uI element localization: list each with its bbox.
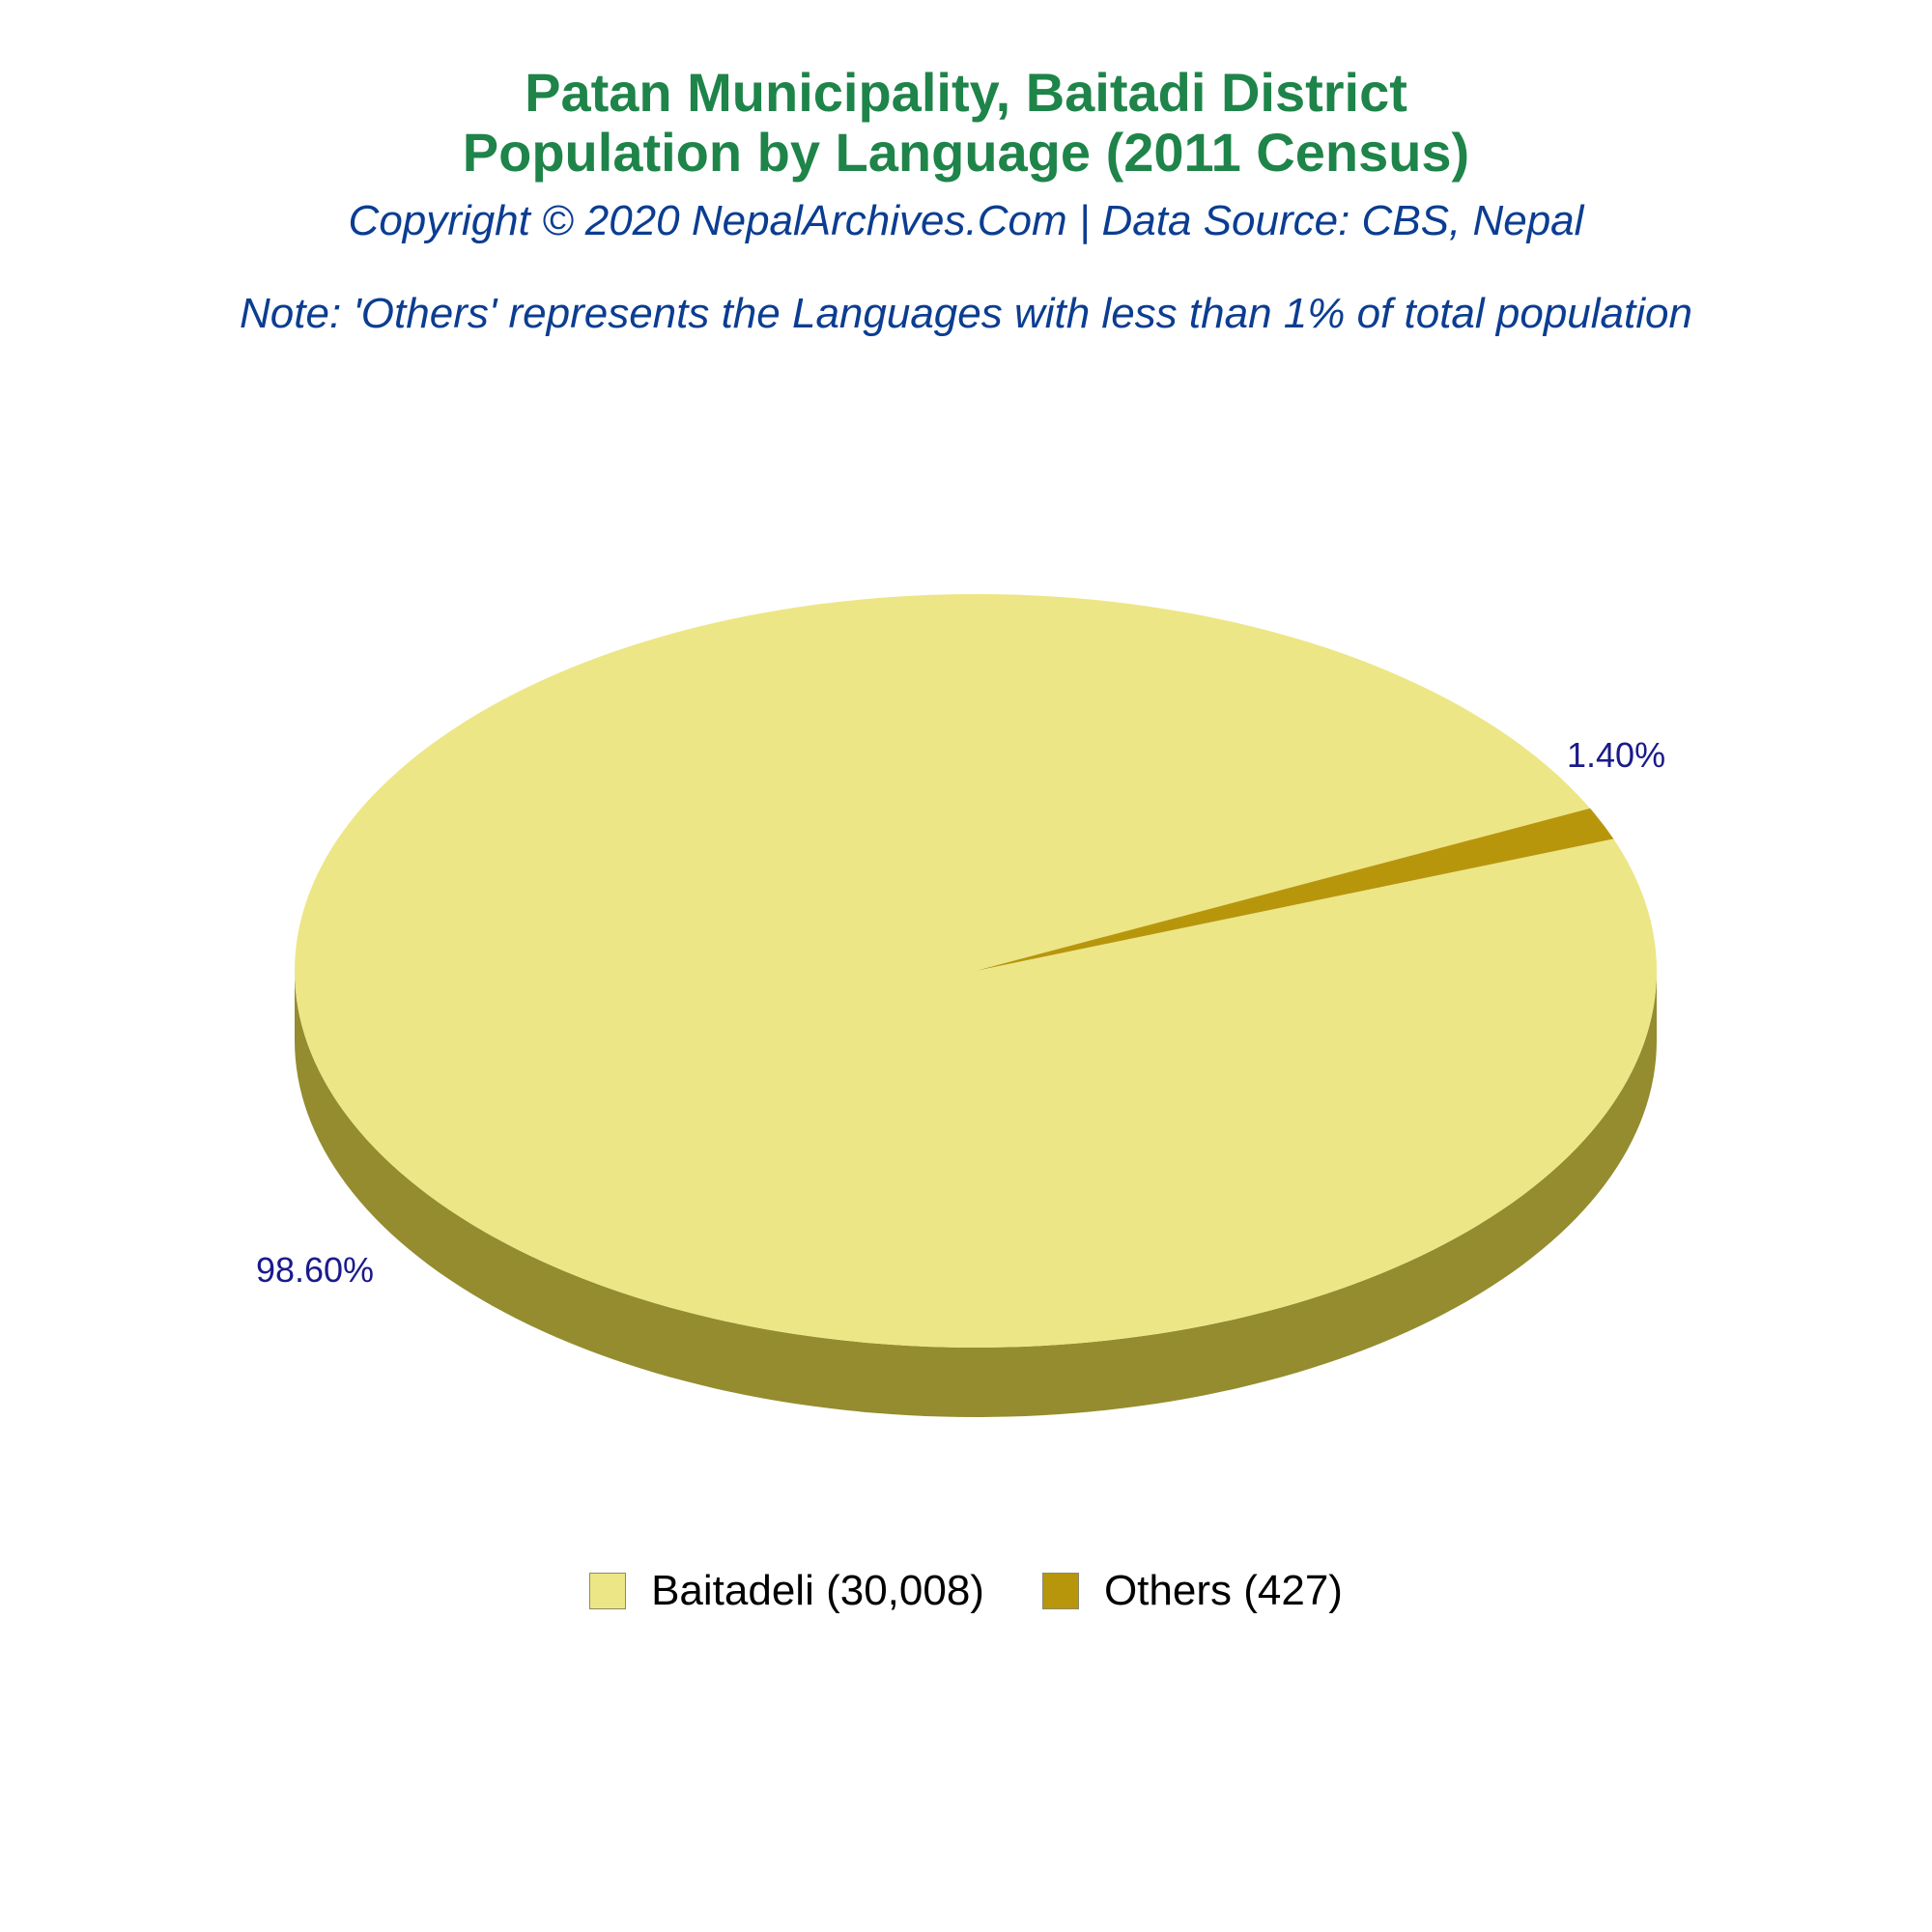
- slice-label-baitadeli: 98.60%: [256, 1250, 374, 1290]
- legend-label-others: Others (427): [1103, 1567, 1343, 1614]
- legend-swatch-others: [1041, 1573, 1079, 1609]
- legend: Baitadeli (30,008) Others (427): [0, 1567, 1932, 1615]
- legend-swatch-baitadeli: [589, 1573, 627, 1609]
- legend-label-baitadeli: Baitadeli (30,008): [651, 1567, 984, 1614]
- legend-item-baitadeli: Baitadeli (30,008): [589, 1567, 984, 1615]
- chart-note: Note: 'Others' represents the Languages …: [240, 290, 1692, 337]
- chart-title: Patan Municipality, Baitadi District: [525, 62, 1407, 123]
- slice-label-others: 1.40%: [1567, 735, 1665, 775]
- pie-slice-baitadeli: [295, 594, 1658, 1349]
- legend-item-others: Others (427): [1041, 1567, 1343, 1615]
- chart-subtitle: Copyright © 2020 NepalArchives.Com | Dat…: [348, 197, 1584, 244]
- pie-side-baitadeli: [295, 971, 1657, 1417]
- pie-slice-others: [976, 808, 1614, 971]
- chart-title-line-2: Population by Language (2011 Census): [462, 122, 1470, 183]
